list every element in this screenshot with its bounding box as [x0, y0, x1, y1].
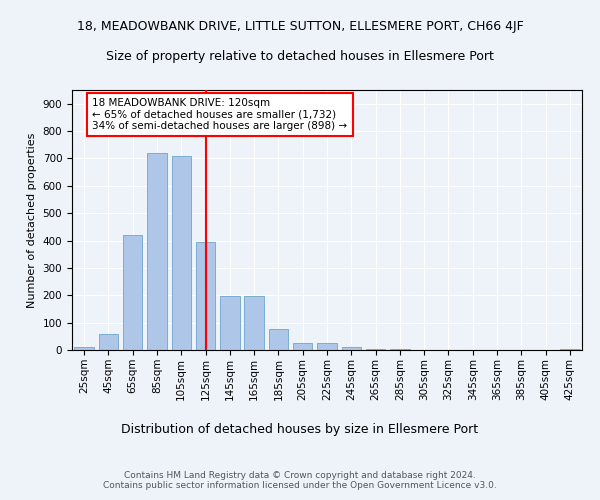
Text: Contains HM Land Registry data © Crown copyright and database right 2024.
Contai: Contains HM Land Registry data © Crown c… — [103, 470, 497, 490]
Bar — [123, 235, 142, 350]
Text: 18 MEADOWBANK DRIVE: 120sqm
← 65% of detached houses are smaller (1,732)
34% of : 18 MEADOWBANK DRIVE: 120sqm ← 65% of det… — [92, 98, 347, 131]
Bar — [341, 348, 361, 350]
Bar — [74, 348, 94, 350]
Y-axis label: Number of detached properties: Number of detached properties — [27, 132, 37, 308]
Bar — [172, 156, 191, 350]
Bar — [293, 343, 313, 350]
Bar — [196, 242, 215, 350]
Bar — [220, 296, 239, 350]
Bar — [244, 296, 264, 350]
Bar — [99, 334, 118, 350]
Text: 18, MEADOWBANK DRIVE, LITTLE SUTTON, ELLESMERE PORT, CH66 4JF: 18, MEADOWBANK DRIVE, LITTLE SUTTON, ELL… — [77, 20, 523, 33]
Bar — [366, 348, 385, 350]
Bar — [269, 330, 288, 350]
Text: Distribution of detached houses by size in Ellesmere Port: Distribution of detached houses by size … — [121, 422, 479, 436]
Bar — [147, 153, 167, 350]
Text: Size of property relative to detached houses in Ellesmere Port: Size of property relative to detached ho… — [106, 50, 494, 63]
Bar — [317, 343, 337, 350]
Bar — [560, 348, 580, 350]
